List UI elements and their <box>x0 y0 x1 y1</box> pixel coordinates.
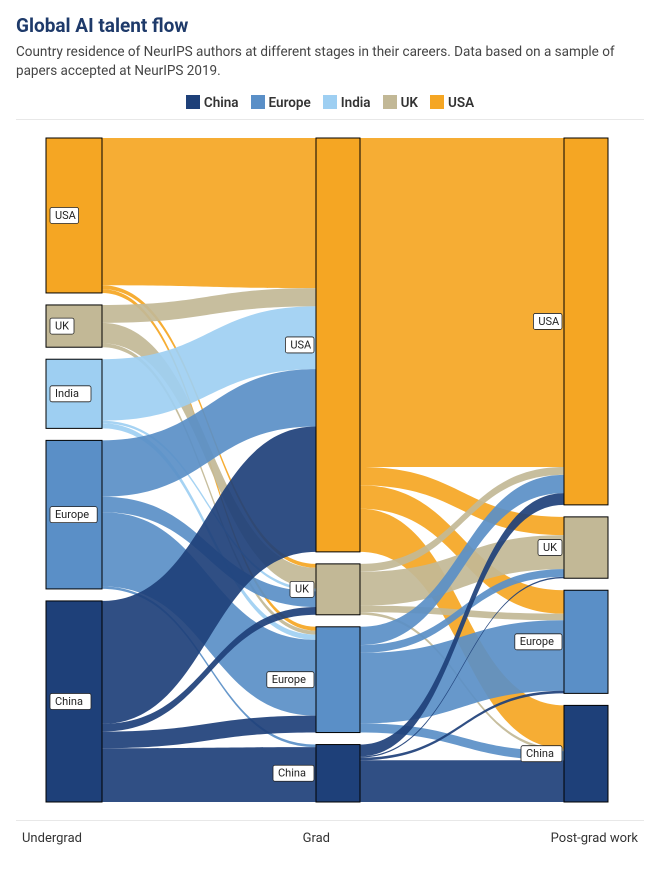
legend-item-europe: Europe <box>251 95 311 111</box>
stage-label-postgrad: Post-grad work <box>551 831 638 846</box>
legend-label-europe: Europe <box>269 95 311 111</box>
node-grad-china <box>316 744 360 801</box>
node-postgrad-uk <box>564 517 608 578</box>
node-grad-europe <box>316 627 360 733</box>
node-postgrad-china <box>564 705 608 802</box>
legend-swatch-china <box>186 95 200 109</box>
legend-item-usa: USA <box>430 95 474 111</box>
legend-swatch-europe <box>251 95 265 109</box>
node-label-postgrad-europe: Europe <box>520 635 554 648</box>
node-label-postgrad-usa: USA <box>538 315 560 328</box>
sankey-chart: USA UK India Europe China USA UK Europe China USA… <box>16 119 644 821</box>
legend-item-uk: UK <box>383 95 418 111</box>
node-label-postgrad-china: China <box>526 747 554 760</box>
node-label-undergrad-india: India <box>55 387 79 400</box>
chart-title: Global AI talent flow <box>16 14 644 37</box>
node-label-grad-usa: USA <box>290 338 312 351</box>
stage-axis: Undergrad Grad Post-grad work <box>16 821 644 848</box>
node-grad-uk <box>316 564 360 615</box>
node-label-grad-china: China <box>278 766 306 779</box>
legend-label-india: India <box>341 95 371 111</box>
legend-swatch-usa <box>430 95 444 109</box>
node-label-undergrad-uk: UK <box>55 319 69 332</box>
flow-china-china-2 <box>360 760 564 802</box>
flow-usa-usa-1 <box>102 138 316 288</box>
flow-usa-usa-2 <box>360 138 564 467</box>
legend-item-india: India <box>323 95 371 111</box>
stage-label-grad: Grad <box>303 831 330 846</box>
node-label-grad-uk: UK <box>295 583 309 596</box>
legend: China Europe India UK USA <box>16 95 644 111</box>
legend-label-uk: UK <box>401 95 418 111</box>
node-label-grad-europe: Europe <box>272 673 306 686</box>
node-label-undergrad-usa: USA <box>55 209 77 222</box>
node-postgrad-europe <box>564 590 608 693</box>
legend-swatch-uk <box>383 95 397 109</box>
node-postgrad-usa <box>564 138 608 505</box>
legend-label-china: China <box>204 95 239 111</box>
node-grad-usa <box>316 138 360 552</box>
stage-label-undergrad: Undergrad <box>22 831 82 846</box>
legend-label-usa: USA <box>448 95 474 111</box>
chart-subtitle: Country residence of NeurIPS authors at … <box>16 43 644 81</box>
node-label-undergrad-china: China <box>55 695 83 708</box>
node-label-postgrad-uk: UK <box>543 541 557 554</box>
legend-swatch-india <box>323 95 337 109</box>
legend-item-china: China <box>186 95 239 111</box>
node-label-undergrad-europe: Europe <box>55 508 89 521</box>
